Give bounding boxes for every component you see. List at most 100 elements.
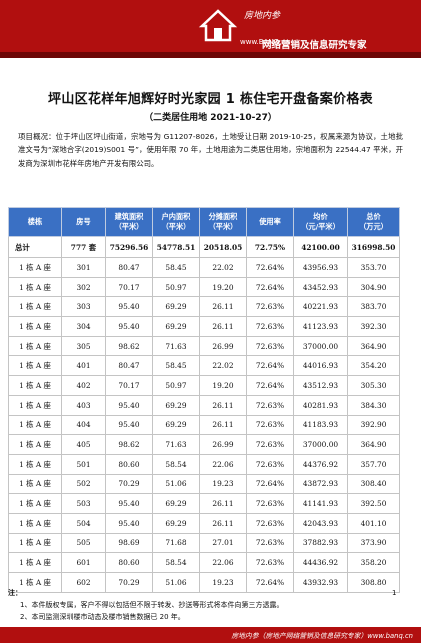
table-cell: 58.45 — [152, 257, 200, 278]
table-cell: 58.45 — [152, 355, 200, 377]
table-cell: 26.11 — [199, 512, 247, 534]
table-cell: 305.30 — [347, 375, 400, 396]
table-cell: 601 — [61, 552, 106, 573]
table-cell: 51.06 — [152, 473, 200, 495]
table-cell: 72.63% — [246, 316, 294, 337]
table-cell: 22.06 — [199, 552, 247, 573]
table-cell: 58.54 — [152, 453, 200, 475]
table-cell: 373.90 — [347, 532, 400, 554]
table-cell: 404 — [61, 414, 106, 436]
table-cell: 26.99 — [199, 434, 247, 455]
column-header: 均价 （元/平米） — [293, 207, 348, 237]
table-cell: 304.90 — [347, 276, 400, 298]
brand-site[interactable]: www.BANQ.cn — [240, 38, 290, 46]
column-header: 建筑面积 （平米） — [105, 207, 153, 237]
table-cell: 54778.51 — [152, 236, 200, 258]
brand-slogan: 网络营销及信息研究专家 — [262, 40, 367, 51]
table-row: 1 栋 A 座 505 98.69 71.68 27.01 72.63% 37882.93 3… — [8, 532, 400, 554]
table-cell: 70.17 — [105, 375, 153, 396]
table-cell: 98.62 — [105, 434, 153, 455]
table-cell: 27.01 — [199, 532, 247, 554]
table-row: 1 栋 A 座 302 70.17 50.97 19.20 72.64% 43452.93 3… — [8, 276, 400, 298]
table-cell: 43872.93 — [293, 473, 348, 495]
table-cell: 26.11 — [199, 414, 247, 436]
page-subtitle: （二类居住用地 2021-10-27） — [144, 113, 277, 123]
table-cell: 501 — [61, 453, 106, 475]
table-cell: 69.29 — [152, 414, 200, 436]
table-cell: 1 栋 A 座 — [8, 394, 62, 416]
table-cell: 95.40 — [105, 512, 153, 534]
table-cell: 43956.93 — [293, 257, 348, 278]
table-cell: 1 栋 A 座 — [8, 355, 62, 377]
table-cell: 69.29 — [152, 512, 200, 534]
table-cell: 41183.93 — [293, 414, 348, 436]
table-cell: 71.63 — [152, 434, 200, 455]
table-cell: 1 栋 A 座 — [8, 552, 62, 573]
table-cell: 80.47 — [105, 355, 153, 377]
table-cell: 1 栋 A 座 — [8, 473, 62, 495]
column-header: 总价 （万元） — [347, 207, 400, 237]
house-logo-icon — [198, 9, 238, 42]
table-cell: 304 — [61, 316, 106, 337]
table-cell: 43452.93 — [293, 276, 348, 298]
table-cell: 302 — [61, 276, 106, 298]
table-cell: 1 栋 A 座 — [8, 532, 62, 554]
table-cell: 72.63% — [246, 394, 294, 416]
table-cell: 37000.00 — [293, 434, 348, 455]
table-row: 1 栋 A 座 305 98.62 71.63 26.99 72.63% 37000.00 3… — [8, 335, 400, 357]
total-row: 总计 777 套 75296.56 54778.51 20518.05 72.7… — [8, 236, 400, 258]
table-row: 1 栋 A 座 504 95.40 69.29 26.11 72.63% 42043.93 4… — [8, 512, 400, 534]
table-cell: 总计 — [8, 236, 62, 258]
table-cell: 72.63% — [246, 453, 294, 475]
table-cell: 316998.50 — [347, 236, 400, 258]
table-cell: 72.63% — [246, 296, 294, 318]
table-cell: 308.40 — [347, 473, 400, 495]
table-cell: 69.29 — [152, 394, 200, 416]
table-cell: 405 — [61, 434, 106, 455]
page-number: 1 — [392, 589, 397, 597]
table-cell: 503 — [61, 493, 106, 514]
table-cell: 72.64% — [246, 276, 294, 298]
table-row: 1 栋 A 座 304 95.40 69.29 26.11 72.63% 41123.93 3… — [8, 316, 400, 337]
table-cell: 1 栋 A 座 — [8, 335, 62, 357]
table-cell: 72.63% — [246, 552, 294, 573]
table-cell: 72.63% — [246, 335, 294, 357]
table-cell: 95.40 — [105, 296, 153, 318]
table-cell: 26.99 — [199, 335, 247, 357]
table-cell: 1 栋 A 座 — [8, 375, 62, 396]
table-row: 1 栋 A 座 405 98.62 71.63 26.99 72.63% 37000.00 3… — [8, 434, 400, 455]
table-row: 1 栋 A 座 503 95.40 69.29 26.11 72.63% 41141.93 3… — [8, 493, 400, 514]
table-cell: 42100.00 — [293, 236, 348, 258]
table-cell: 37000.00 — [293, 335, 348, 357]
table-cell: 44376.92 — [293, 453, 348, 475]
footnotes: 注： 1、本件版权专属，客户不得以包括但不限于转发、抄送等形式将本件向第三方透露… — [8, 587, 388, 623]
table-row: 1 栋 A 座 501 80.60 58.54 22.06 72.63% 44376.92 3… — [8, 453, 400, 475]
table-cell: 1 栋 A 座 — [8, 257, 62, 278]
table-cell: 69.29 — [152, 316, 200, 337]
table-cell: 364.90 — [347, 335, 400, 357]
table-cell: 22.02 — [199, 257, 247, 278]
table-cell: 353.70 — [347, 257, 400, 278]
table-cell: 40221.93 — [293, 296, 348, 318]
table-row: 1 栋 A 座 301 80.47 58.45 22.02 72.64% 43956.93 3… — [8, 257, 400, 278]
table-cell: 1 栋 A 座 — [8, 434, 62, 455]
table-cell: 384.30 — [347, 394, 400, 416]
table-cell: 51.06 — [152, 572, 200, 593]
table-row: 1 栋 A 座 402 70.17 50.97 19.20 72.64% 43512.93 3… — [8, 375, 400, 396]
table-cell: 69.29 — [152, 493, 200, 514]
table-cell: 504 — [61, 512, 106, 534]
table-cell: 1 栋 A 座 — [8, 316, 62, 337]
table-cell: 1 栋 A 座 — [8, 453, 62, 475]
table-cell: 392.50 — [347, 493, 400, 514]
table-row: 1 栋 A 座 404 95.40 69.29 26.11 72.63% 41183.93 3… — [8, 414, 400, 436]
footer-text: 房地内参（房地产网络营销及信息研究专家）www.banq.cn — [231, 632, 413, 640]
table-cell: 37882.93 — [293, 532, 348, 554]
table-cell: 72.64% — [246, 375, 294, 396]
table-cell: 502 — [61, 473, 106, 495]
page-title: 坪山区花样年旭辉好时光家园 1 栋住宅开盘备案价格表 — [48, 92, 373, 107]
table-cell: 1 栋 A 座 — [8, 493, 62, 514]
table-cell: 72.63% — [246, 493, 294, 514]
footnote-label: 注： — [8, 589, 22, 597]
table-cell: 72.64% — [246, 473, 294, 495]
table-cell: 95.40 — [105, 493, 153, 514]
